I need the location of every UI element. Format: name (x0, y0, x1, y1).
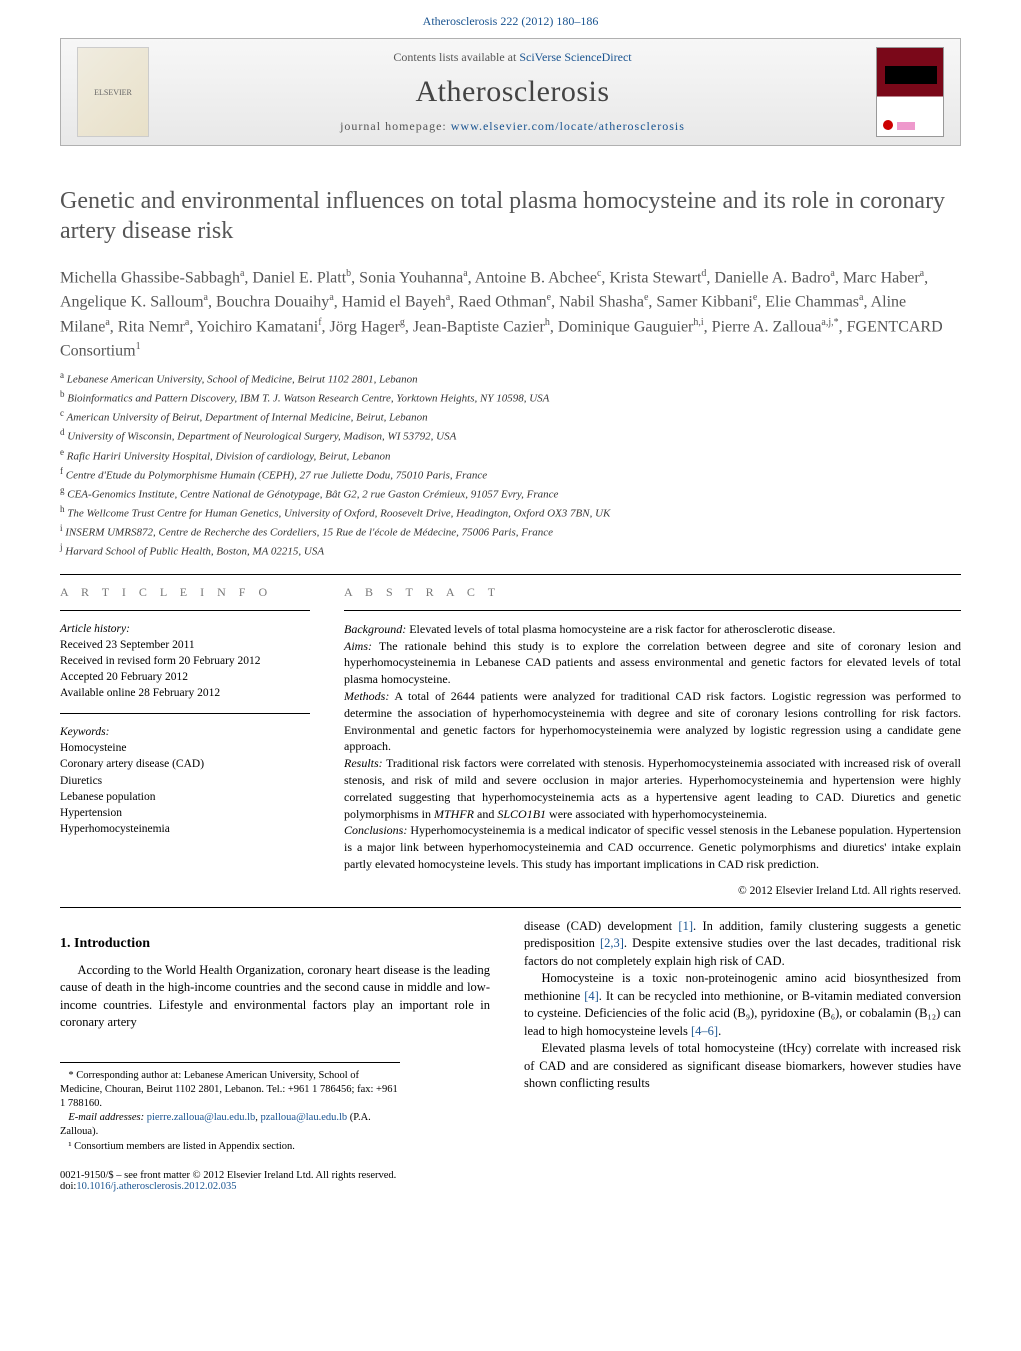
keyword: Hypertension (60, 805, 310, 821)
affiliation-line: i INSERM UMRS872, Centre de Recherche de… (60, 522, 961, 541)
affiliation-line: e Rafic Hariri University Hospital, Divi… (60, 446, 961, 465)
header-citation: Atherosclerosis 222 (2012) 180–186 (0, 0, 1021, 38)
email-link-1[interactable]: pierre.zalloua@lau.edu.lb (147, 1112, 256, 1123)
footer-doi: doi:10.1016/j.atherosclerosis.2012.02.03… (60, 1181, 961, 1192)
divider (60, 610, 310, 611)
abstract-segment-label: Conclusions: (344, 823, 407, 837)
affiliation-line: f Centre d'Etude du Polymorphisme Humain… (60, 465, 961, 484)
abstract-body: Background: Elevated levels of total pla… (344, 621, 961, 873)
article-info-heading: A R T I C L E I N F O (60, 585, 310, 600)
journal-cover-thumbnail (876, 47, 944, 137)
email-line: E-mail addresses: pierre.zalloua@lau.edu… (60, 1111, 400, 1139)
history-line: Available online 28 February 2012 (60, 685, 310, 701)
intro-para-1: According to the World Health Organizati… (60, 962, 490, 1032)
affiliation-line: h The Wellcome Trust Centre for Human Ge… (60, 503, 961, 522)
abstract-segment-text: Hyperhomocysteinemia is a medical indica… (344, 823, 961, 871)
abstract-segment-text: A total of 2644 patients were analyzed f… (344, 689, 961, 753)
sciencedirect-link[interactable]: SciVerse ScienceDirect (519, 50, 631, 64)
abstract-segment-label: Methods: (344, 689, 389, 703)
affiliation-line: j Harvard School of Public Health, Bosto… (60, 541, 961, 560)
abstract-copyright: © 2012 Elsevier Ireland Ltd. All rights … (344, 885, 961, 897)
intro-para: disease (CAD) development [1]. In additi… (524, 918, 961, 971)
corresponding-author-note: * Corresponding author at: Lebanese Amer… (60, 1069, 400, 1112)
abstract-segment-text: Traditional risk factors were correlated… (344, 756, 961, 820)
history-line: Received 23 September 2011 (60, 637, 310, 653)
citation-link[interactable]: [2,3] (600, 936, 624, 950)
affiliation-line: g CEA-Genomics Institute, Centre Nationa… (60, 484, 961, 503)
intro-row: 1. Introduction According to the World H… (60, 918, 961, 1154)
affiliations-list: a Lebanese American University, School o… (60, 369, 961, 559)
abstract-segment-label: Aims: (344, 639, 372, 653)
keywords-block: Keywords: HomocysteineCoronary artery di… (60, 724, 310, 837)
abstract-segment: Aims: The rationale behind this study is… (344, 638, 961, 688)
article-title: Genetic and environmental influences on … (60, 186, 961, 246)
banner-center: Contents lists available at SciVerse Sci… (149, 50, 876, 134)
section-heading-introduction: 1. Introduction (60, 936, 490, 952)
citation-link[interactable]: Atherosclerosis 222 (2012) 180–186 (423, 14, 599, 28)
footnotes-block: * Corresponding author at: Lebanese Amer… (60, 1062, 400, 1154)
history-label: Article history: (60, 621, 310, 637)
elsevier-logo: ELSEVIER (77, 47, 149, 137)
keyword: Lebanese population (60, 789, 310, 805)
intro-para: Homocysteine is a toxic non-proteinogeni… (524, 970, 961, 1040)
contents-prefix: Contents lists available at (393, 50, 519, 64)
abstract-heading: A B S T R A C T (344, 585, 961, 600)
email-link-2[interactable]: pzalloua@lau.edu.lb (261, 1112, 348, 1123)
citation-link[interactable]: [1] (678, 919, 693, 933)
homepage-link[interactable]: www.elsevier.com/locate/atherosclerosis (451, 119, 685, 133)
citation-link[interactable]: [4] (584, 989, 599, 1003)
doi-prefix: doi: (60, 1181, 76, 1192)
abstract-segment-label: Background: (344, 622, 406, 636)
consortium-note: ¹ Consortium members are listed in Appen… (60, 1140, 400, 1154)
divider (60, 907, 961, 908)
info-abstract-row: A R T I C L E I N F O Article history: R… (60, 585, 961, 897)
abstract-segment: Conclusions: Hyperhomocysteinemia is a m… (344, 822, 961, 872)
keyword: Hyperhomocysteinemia (60, 821, 310, 837)
journal-homepage: journal homepage: www.elsevier.com/locat… (149, 119, 876, 134)
divider (344, 610, 961, 611)
affiliation-line: d University of Wisconsin, Department of… (60, 426, 961, 445)
abstract-segment: Methods: A total of 2644 patients were a… (344, 688, 961, 755)
abstract-segment: Results: Traditional risk factors were c… (344, 755, 961, 822)
history-line: Accepted 20 February 2012 (60, 669, 310, 685)
keyword: Coronary artery disease (CAD) (60, 756, 310, 772)
intro-para: Elevated plasma levels of total homocyst… (524, 1040, 961, 1093)
homepage-prefix: journal homepage: (340, 119, 451, 133)
keyword: Diuretics (60, 773, 310, 789)
divider (60, 713, 310, 714)
footer-copyright: 0021-9150/$ – see front matter © 2012 El… (60, 1170, 961, 1181)
banner-left: ELSEVIER (77, 47, 149, 137)
abstract-column: A B S T R A C T Background: Elevated lev… (344, 585, 961, 897)
article-info-column: A R T I C L E I N F O Article history: R… (60, 585, 310, 897)
contents-available: Contents lists available at SciVerse Sci… (149, 50, 876, 65)
abstract-segment-label: Results: (344, 756, 383, 770)
intro-right-column: disease (CAD) development [1]. In additi… (524, 918, 961, 1154)
intro-left-column: 1. Introduction According to the World H… (60, 918, 490, 1154)
author-list: Michella Ghassibe-Sabbagha, Daniel E. Pl… (60, 266, 961, 363)
email-label: E-mail addresses: (68, 1112, 144, 1123)
affiliation-line: c American University of Beirut, Departm… (60, 407, 961, 426)
abstract-segment: Background: Elevated levels of total pla… (344, 621, 961, 638)
doi-link[interactable]: 10.1016/j.atherosclerosis.2012.02.035 (76, 1181, 236, 1192)
abstract-segment-text: The rationale behind this study is to ex… (344, 639, 961, 687)
abstract-segment-text: Elevated levels of total plasma homocyst… (406, 622, 835, 636)
article-history: Article history: Received 23 September 2… (60, 621, 310, 701)
affiliation-line: a Lebanese American University, School o… (60, 369, 961, 388)
history-line: Received in revised form 20 February 201… (60, 653, 310, 669)
divider (60, 574, 961, 575)
journal-title: Atherosclerosis (149, 75, 876, 109)
affiliation-line: b Bioinformatics and Pattern Discovery, … (60, 388, 961, 407)
intro-paragraph-left: According to the World Health Organizati… (60, 962, 490, 1032)
keywords-label: Keywords: (60, 724, 310, 740)
page-footer: 0021-9150/$ – see front matter © 2012 El… (0, 1170, 1021, 1212)
journal-banner: ELSEVIER Contents lists available at Sci… (60, 38, 961, 146)
citation-link[interactable]: [4–6] (691, 1024, 718, 1038)
keyword: Homocysteine (60, 740, 310, 756)
